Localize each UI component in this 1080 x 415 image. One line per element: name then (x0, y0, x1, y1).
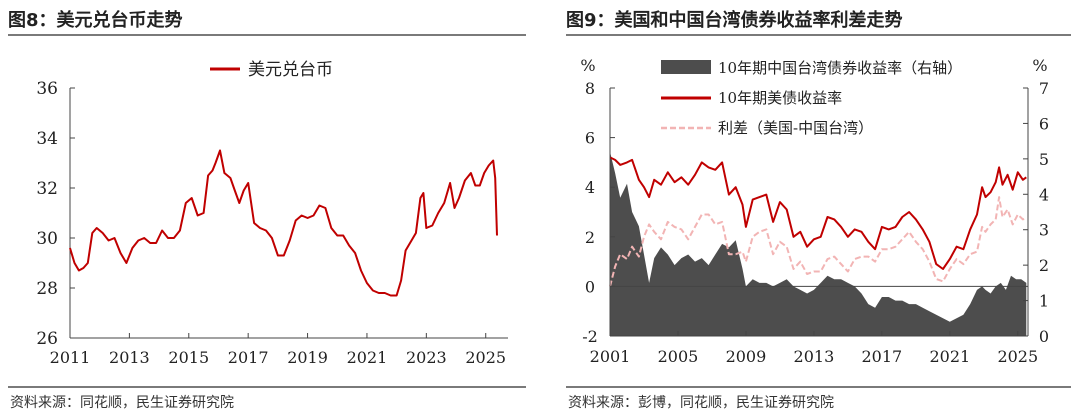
left-y-tick-label: 2 (585, 228, 595, 247)
x-tick-label: 2005 (658, 347, 699, 366)
left-panel: 图8：美元兑台币走势 26 28 30 32 34 36 2011 2013 2015 2017 2… (8, 10, 526, 411)
right-y-tick-label: 1 (1039, 292, 1049, 311)
x-tick-label: 2011 (50, 348, 91, 367)
right-figure-title: 图9：美国和中国台湾债券收益率利差走势 (566, 10, 903, 31)
spread-line (609, 196, 1027, 287)
right-y-tick-label: 6 (1039, 114, 1049, 133)
x-tick-label: 2017 (862, 347, 903, 366)
y-tick-label: 34 (36, 129, 58, 149)
x-tick-label: 2001 (590, 347, 631, 366)
legend-label-taiwan-yield: 10年期中国台湾债券收益率（右轴） (718, 59, 962, 77)
left-axis-unit: % (580, 56, 595, 75)
x-tick-label: 2013 (794, 347, 835, 366)
left-source-note: 资料来源：同花顺，民生证券研究院 (10, 395, 234, 411)
x-tick-label: 2021 (347, 348, 388, 367)
x-tick-label: 2025 (997, 347, 1038, 366)
taiwan-yield-area (610, 151, 1027, 336)
right-y-tick-label: 7 (1039, 79, 1049, 98)
legend-label-spread: 利差（美国-中国台湾） (718, 119, 873, 137)
left-y-tick-label: -2 (582, 327, 598, 346)
x-tick-label: 2015 (168, 348, 209, 367)
left-title-rule (8, 34, 526, 36)
x-tick-label: 2025 (465, 348, 506, 367)
legend-label-us-yield: 10年期美债收益率 (718, 89, 842, 107)
right-source-rule (566, 386, 1071, 388)
legend-label-usd-twd: 美元兑台币 (248, 60, 333, 80)
right-axis-unit: % (1032, 56, 1047, 75)
y-tick-label: 32 (36, 179, 58, 199)
left-y-tick-label: 4 (585, 178, 595, 197)
x-tick-label: 2017 (228, 348, 269, 367)
right-y-tick-label: 2 (1039, 256, 1049, 275)
left-y-tick-label: 6 (585, 129, 595, 148)
left-y-tick-label: 8 (585, 79, 595, 98)
right-y-tick-label: 4 (1039, 185, 1049, 204)
left-y-tick-label: 0 (585, 277, 595, 296)
x-tick-label: 2019 (287, 348, 328, 367)
us-yield-line (609, 156, 1027, 270)
y-tick-label: 28 (36, 279, 58, 299)
left-source-rule (8, 386, 526, 388)
x-tick-label: 2013 (109, 348, 150, 367)
x-tick-label: 2009 (726, 347, 767, 366)
right-y-tick-label: 0 (1039, 327, 1049, 346)
right-title-rule (566, 34, 1071, 36)
usd-twd-chart: 26 28 30 32 34 36 2011 2013 2015 2017 2019 2021 2023… (36, 60, 508, 367)
y-tick-label: 36 (36, 79, 58, 99)
right-y-tick-label: 3 (1039, 221, 1049, 240)
x-tick-label: 2021 (929, 347, 970, 366)
y-tick-label: 26 (36, 329, 58, 349)
x-tick-label: 2023 (406, 348, 447, 367)
usd-twd-line (69, 149, 498, 297)
right-panel: 图9：美国和中国台湾债券收益率利差走势 %% -2 0 2 4 6 8 0 1 2 3 4 5 6 7 200… (558, 0, 1080, 415)
y-tick-label: 30 (36, 229, 58, 249)
right-y-tick-label: 5 (1039, 150, 1049, 169)
left-figure-title: 图8：美元兑台币走势 (8, 10, 183, 31)
legend-swatch-taiwan-yield (661, 60, 711, 74)
yield-spread-chart: % % -2 0 2 4 6 8 0 1 2 3 4 5 6 7 2001 2005 2009 2013 2017 202… (580, 56, 1049, 366)
right-source-note: 资料来源：彭博，同花顺，民生证券研究院 (568, 395, 834, 411)
